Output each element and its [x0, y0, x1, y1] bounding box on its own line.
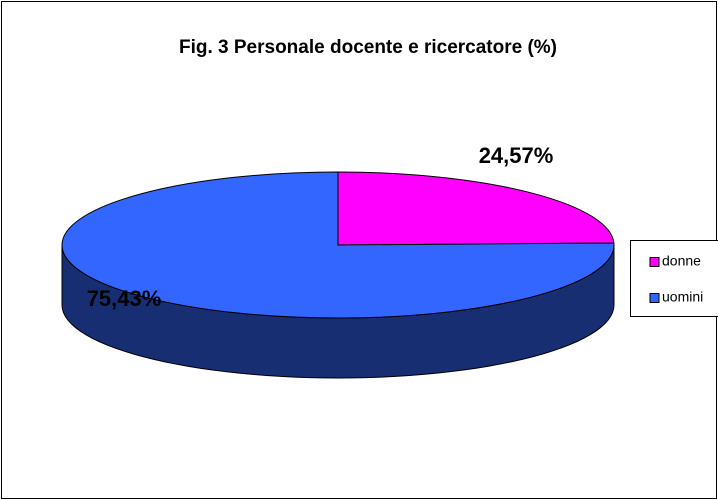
legend-box — [630, 240, 718, 317]
value-label: 75,43% — [87, 286, 162, 311]
legend-label: uomini — [662, 289, 703, 305]
pie-slice — [61, 171, 615, 319]
legend-swatch — [649, 257, 660, 267]
value-label: 24,57% — [479, 143, 554, 168]
legend-swatch — [649, 293, 660, 303]
legend-label: donne — [662, 253, 701, 269]
pie-slice — [337, 171, 615, 246]
chart-title: Fig. 3 Personale docente e ricercatore (… — [179, 37, 557, 58]
